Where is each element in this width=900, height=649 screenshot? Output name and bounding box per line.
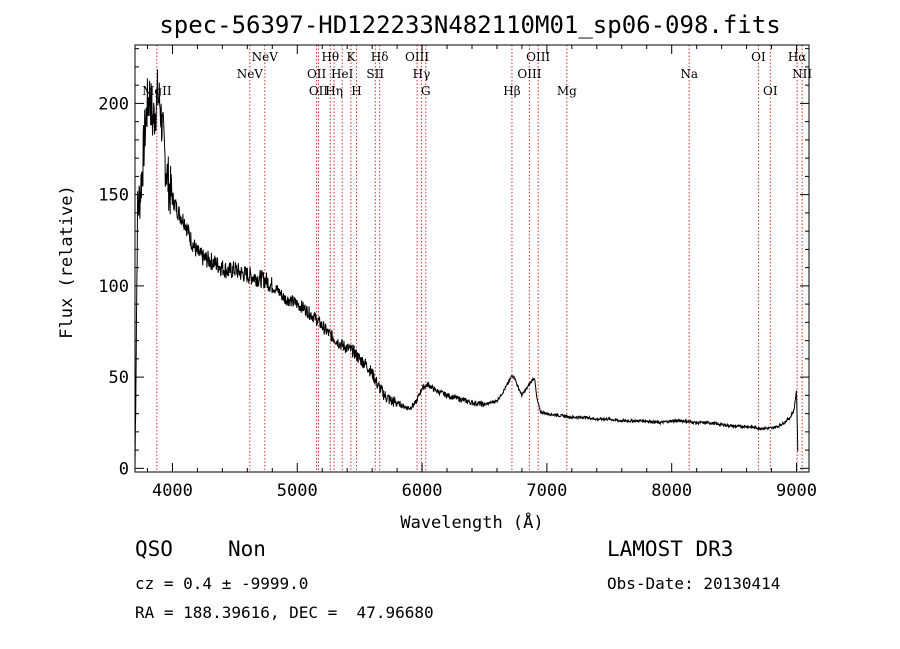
spectrum-chart: spec-56397-HD122233N482110M01_sp06-098.f… xyxy=(57,11,817,533)
redshift-line: cz = 0.4 ± -9999.0 xyxy=(135,574,309,593)
emission-line-label: Hγ xyxy=(413,67,431,81)
chart-title: spec-56397-HD122233N482110M01_sp06-098.f… xyxy=(159,11,780,39)
emission-line-label: OI xyxy=(751,50,766,64)
y-tick-label: 200 xyxy=(98,94,129,114)
emission-line-label: Hθ xyxy=(321,50,339,64)
survey-name: LAMOST DR3 xyxy=(607,537,734,561)
x-tick-label: 9000 xyxy=(776,481,817,501)
emission-line-label: Hβ xyxy=(503,84,520,98)
x-tick-label: 5000 xyxy=(277,481,318,501)
x-tick-label: 4000 xyxy=(152,481,193,501)
spectrum-series-line xyxy=(134,69,799,469)
emission-line-label: Mg xyxy=(557,84,577,98)
object-subclass: Non xyxy=(228,537,266,561)
emission-line-label: Hη xyxy=(325,84,343,98)
emission-line-label: OI xyxy=(763,84,778,98)
emission-line-label: HeI xyxy=(331,67,354,81)
y-tick-label: 0 xyxy=(119,459,129,479)
emission-line-label: H xyxy=(351,84,361,98)
y-tick-label: 100 xyxy=(98,277,129,297)
emission-line-group xyxy=(156,45,803,472)
x-axis: 4000 5000 6000 7000 8000 9000 xyxy=(146,45,817,501)
emission-line-label: OII xyxy=(309,84,329,98)
x-tick-label: 6000 xyxy=(402,481,443,501)
coordinates: RA = 188.39616, DEC = 47.96680 xyxy=(135,603,434,622)
emission-line-label: SII xyxy=(366,67,384,81)
emission-line-label: OIII xyxy=(405,50,429,64)
emission-line-label: K xyxy=(346,50,356,64)
object-class: QSO xyxy=(135,537,173,561)
emission-line-label: OII xyxy=(307,67,327,81)
emission-line-label: OIII xyxy=(526,50,550,64)
x-tick-label: 7000 xyxy=(526,481,567,501)
obs-date: Obs-Date: 20130414 xyxy=(607,574,781,593)
emission-line-label: OIII xyxy=(517,67,541,81)
y-tick-label: 50 xyxy=(109,368,129,388)
y-axis: 0 50 100 150 200 xyxy=(98,48,809,479)
emission-line-label: NeV xyxy=(237,67,264,81)
emission-line-label: NeV xyxy=(252,50,279,64)
y-tick-label: 150 xyxy=(98,186,129,206)
y-axis-label: Flux (relative) xyxy=(57,185,77,339)
plot-frame xyxy=(134,44,810,473)
emission-line-label: Hδ xyxy=(371,50,389,64)
emission-line-label: Na xyxy=(680,67,698,81)
emission-line-label: NII xyxy=(792,67,812,81)
emission-line-label: G xyxy=(421,84,431,98)
emission-line-label: Hα xyxy=(788,50,807,64)
x-tick-label: 8000 xyxy=(651,481,692,501)
x-axis-label: Wavelength (Å) xyxy=(400,511,543,533)
